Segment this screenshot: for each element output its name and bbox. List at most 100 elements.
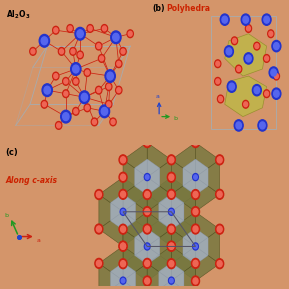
Polygon shape: [123, 246, 147, 281]
Circle shape: [121, 243, 125, 249]
Circle shape: [193, 278, 198, 284]
Circle shape: [63, 113, 69, 121]
Circle shape: [111, 119, 115, 124]
Circle shape: [227, 81, 236, 92]
Circle shape: [64, 91, 68, 96]
Circle shape: [117, 61, 121, 66]
Circle shape: [145, 226, 150, 232]
Circle shape: [145, 260, 150, 266]
Circle shape: [260, 122, 265, 129]
Polygon shape: [196, 229, 220, 264]
Circle shape: [144, 173, 150, 181]
Circle shape: [78, 53, 82, 57]
Circle shape: [95, 190, 103, 199]
Polygon shape: [171, 212, 196, 247]
Circle shape: [216, 189, 224, 199]
Circle shape: [143, 224, 151, 234]
Circle shape: [107, 84, 111, 89]
Circle shape: [169, 226, 174, 232]
Circle shape: [192, 207, 199, 216]
Circle shape: [105, 100, 112, 108]
Circle shape: [215, 60, 221, 68]
Circle shape: [119, 172, 127, 182]
Polygon shape: [183, 159, 208, 195]
Polygon shape: [147, 177, 171, 212]
Circle shape: [169, 191, 174, 197]
Circle shape: [169, 157, 174, 163]
Polygon shape: [135, 229, 160, 264]
Circle shape: [117, 88, 121, 92]
Polygon shape: [147, 160, 171, 194]
Text: b: b: [174, 116, 178, 121]
Circle shape: [99, 105, 110, 118]
Polygon shape: [147, 194, 171, 229]
Polygon shape: [147, 263, 171, 289]
Circle shape: [167, 241, 175, 251]
Polygon shape: [196, 212, 220, 247]
Polygon shape: [171, 246, 196, 281]
Circle shape: [145, 278, 150, 284]
Circle shape: [192, 190, 199, 199]
Circle shape: [127, 30, 133, 38]
Circle shape: [194, 175, 197, 179]
Circle shape: [97, 191, 101, 198]
Polygon shape: [123, 160, 147, 194]
Circle shape: [42, 102, 46, 107]
Circle shape: [97, 260, 101, 266]
Polygon shape: [123, 229, 147, 264]
Polygon shape: [99, 246, 123, 281]
Circle shape: [120, 208, 126, 215]
Circle shape: [233, 38, 236, 43]
Circle shape: [192, 224, 199, 234]
Circle shape: [71, 63, 81, 75]
Circle shape: [92, 119, 97, 124]
Circle shape: [193, 191, 198, 198]
Circle shape: [169, 261, 174, 267]
Circle shape: [60, 49, 64, 54]
Circle shape: [258, 120, 267, 131]
Circle shape: [145, 244, 149, 249]
Circle shape: [194, 244, 197, 249]
Circle shape: [73, 65, 79, 73]
Circle shape: [193, 260, 198, 266]
Circle shape: [74, 109, 78, 114]
Polygon shape: [147, 177, 171, 212]
Polygon shape: [183, 229, 208, 264]
Circle shape: [145, 191, 150, 198]
Polygon shape: [171, 229, 196, 264]
Circle shape: [273, 72, 279, 80]
Polygon shape: [147, 212, 171, 246]
Circle shape: [167, 224, 175, 234]
Circle shape: [97, 226, 101, 232]
Circle shape: [87, 25, 93, 32]
Text: (c): (c): [6, 148, 18, 157]
Circle shape: [54, 74, 58, 79]
Polygon shape: [99, 194, 123, 229]
Circle shape: [192, 258, 199, 268]
Circle shape: [274, 90, 279, 97]
Circle shape: [105, 70, 115, 82]
Circle shape: [268, 30, 274, 38]
Circle shape: [234, 120, 243, 131]
Circle shape: [84, 104, 90, 112]
Polygon shape: [171, 177, 196, 212]
Polygon shape: [135, 159, 160, 195]
Circle shape: [193, 140, 198, 146]
Circle shape: [264, 90, 270, 98]
Polygon shape: [123, 212, 147, 246]
Circle shape: [121, 226, 125, 232]
Circle shape: [95, 258, 103, 268]
Circle shape: [254, 87, 260, 94]
Polygon shape: [147, 247, 171, 281]
Circle shape: [217, 261, 222, 267]
Circle shape: [119, 241, 127, 251]
Circle shape: [44, 86, 50, 94]
Circle shape: [68, 26, 72, 31]
Circle shape: [215, 77, 221, 85]
Polygon shape: [147, 229, 171, 264]
Polygon shape: [123, 263, 147, 289]
Circle shape: [216, 259, 224, 269]
Circle shape: [121, 278, 125, 283]
Text: $\mathregular{Al_2O_3}$: $\mathregular{Al_2O_3}$: [6, 9, 30, 21]
Polygon shape: [196, 142, 220, 177]
